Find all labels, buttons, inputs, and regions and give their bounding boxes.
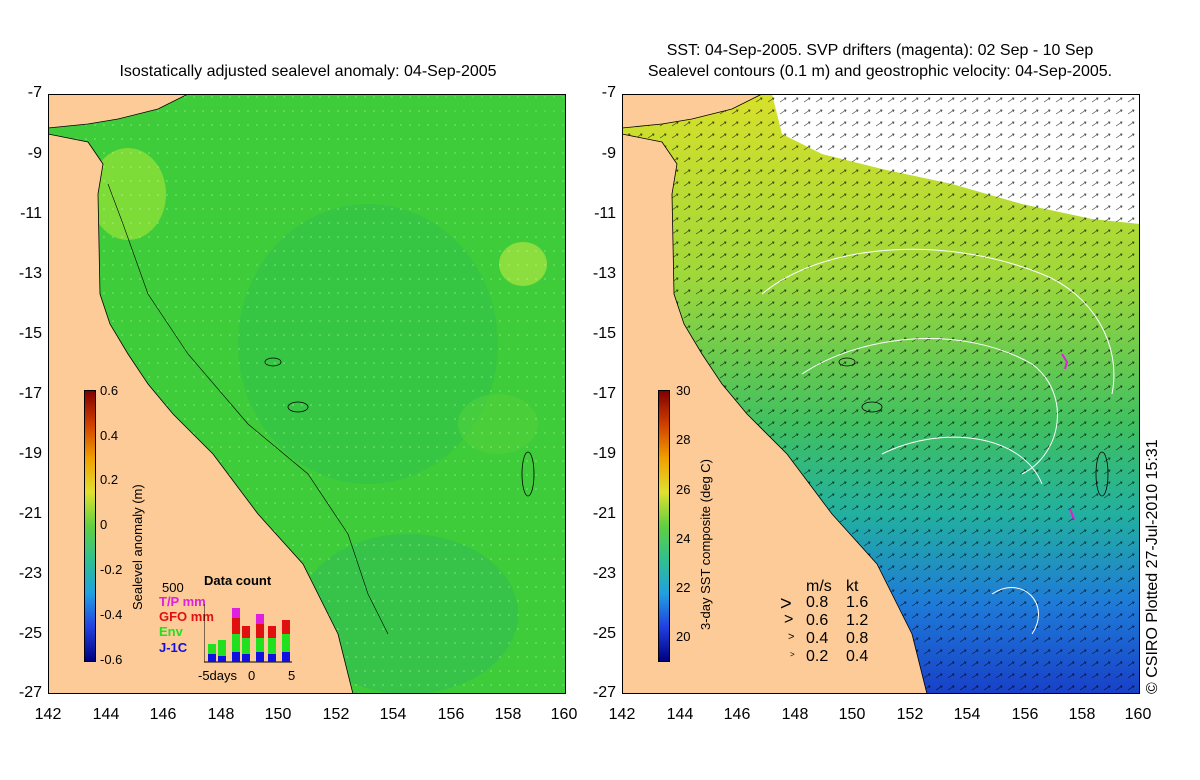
colorbar-tick: 26 [676, 482, 691, 497]
speed-row-ms: 0.6 [806, 612, 829, 629]
lon-label: 152 [322, 706, 350, 723]
lon-label: 158 [494, 706, 522, 723]
right-axis-frame [622, 94, 1140, 694]
data-count-x-end: 5 [288, 668, 296, 683]
colorbar-tick: 0 [100, 517, 108, 532]
lat-label: -21 [18, 505, 42, 522]
lat-label: -13 [592, 265, 616, 282]
speed-arrow-icon: > [790, 650, 795, 659]
colorbar-tick: 20 [676, 629, 691, 644]
right-land-png [622, 94, 763, 129]
lat-label: -7 [27, 84, 42, 101]
lat-label: -23 [592, 565, 616, 582]
colorbar-tick: 24 [676, 531, 691, 546]
lat-label: -27 [18, 684, 42, 701]
lon-label: 152 [896, 706, 924, 723]
speed-arrow-icon: > [780, 593, 792, 615]
speed-header-kt: kt [846, 578, 859, 595]
speed-row-kt: 1.6 [846, 594, 869, 611]
credit-text: © CSIRO Plotted 27-Jul-2010 15:31 [1144, 439, 1161, 694]
colorbar-tick: 28 [676, 432, 691, 447]
lon-label: 148 [781, 706, 809, 723]
speed-row-ms: 0.4 [806, 630, 829, 647]
data-count-histogram [204, 604, 292, 663]
lat-label: -25 [18, 625, 42, 642]
left-colorbar [84, 390, 96, 662]
speed-row-kt: 1.2 [846, 612, 869, 629]
right-colorbar-label: 3-day SST composite (deg C) [698, 459, 713, 630]
lon-label: 148 [207, 706, 235, 723]
lon-label: 150 [838, 706, 866, 723]
lat-label: -13 [18, 265, 42, 282]
legend-gfo: GFO mm [159, 609, 214, 624]
colorbar-tick: -0.2 [100, 562, 123, 577]
lat-label: -15 [18, 325, 42, 342]
speed-row-kt: 0.4 [846, 648, 869, 665]
data-count-max: 500 [162, 580, 184, 595]
legend-env: Env [159, 624, 183, 639]
lon-label: 154 [953, 706, 981, 723]
lat-label: -11 [594, 205, 616, 222]
lon-label: 158 [1068, 706, 1096, 723]
speed-header-ms: m/s [806, 578, 832, 595]
speed-arrow-icon: > [788, 631, 795, 643]
legend-tp: T/P mm [159, 594, 206, 609]
left-map-title: Isostatically adjusted sealevel anomaly:… [119, 63, 497, 80]
lat-label: -7 [601, 84, 616, 101]
lon-label: 156 [437, 706, 465, 723]
colorbar-tick: -0.4 [100, 607, 123, 622]
left-land-australia [48, 133, 354, 694]
right-sst-map [622, 94, 1140, 694]
colorbar-tick: 30 [676, 383, 691, 398]
lat-label: -25 [592, 625, 616, 642]
lat-label: -9 [27, 145, 42, 162]
right-land-australia [622, 133, 928, 694]
lon-label: 142 [608, 706, 636, 723]
lon-label: 160 [1124, 706, 1152, 723]
lon-label: 146 [149, 706, 177, 723]
lat-label: -23 [18, 565, 42, 582]
lon-label: 156 [1011, 706, 1039, 723]
lat-label: -11 [20, 205, 42, 222]
legend-j1c: J-1C [159, 640, 188, 655]
lat-label: -19 [18, 445, 42, 462]
left-axis-frame [48, 94, 566, 694]
right-map-title-line1: SST: 04-Sep-2005. SVP drifters (magenta)… [666, 42, 1094, 59]
left-sealevel-map [48, 94, 566, 694]
lat-label: -27 [592, 684, 616, 701]
lon-label: 144 [666, 706, 694, 723]
lon-label: 146 [723, 706, 751, 723]
histogram-bars [208, 608, 290, 662]
colorbar-tick: 0.4 [100, 428, 119, 443]
left-colorbar-label: Sealevel anomaly (m) [130, 484, 145, 610]
lat-label: -9 [601, 145, 616, 162]
data-count-x-start: -5days [198, 668, 238, 683]
speed-row-ms: 0.2 [806, 648, 829, 665]
right-map-title-line2: Sealevel contours (0.1 m) and geostrophi… [647, 63, 1113, 80]
lat-label: -17 [592, 385, 616, 402]
lon-label: 154 [379, 706, 407, 723]
speed-row-kt: 0.8 [846, 630, 869, 647]
colorbar-tick: 0.2 [100, 472, 119, 487]
lon-label: 150 [264, 706, 292, 723]
colorbar-tick: 0.6 [100, 383, 119, 398]
speed-row-ms: 0.8 [806, 594, 829, 611]
lon-label: 144 [92, 706, 120, 723]
colorbar-tick: 22 [676, 580, 691, 595]
lat-label: -15 [592, 325, 616, 342]
data-count-title: Data count [204, 573, 272, 588]
right-colorbar [658, 390, 670, 662]
data-count-x-mid: 0 [248, 668, 256, 683]
lon-label: 160 [550, 706, 578, 723]
left-land-png [48, 94, 189, 129]
lon-label: 142 [34, 706, 62, 723]
lat-label: -19 [592, 445, 616, 462]
speed-arrow-icon: > [784, 611, 794, 628]
lat-label: -17 [18, 385, 42, 402]
colorbar-tick: -0.6 [100, 652, 123, 667]
lat-label: -21 [592, 505, 616, 522]
